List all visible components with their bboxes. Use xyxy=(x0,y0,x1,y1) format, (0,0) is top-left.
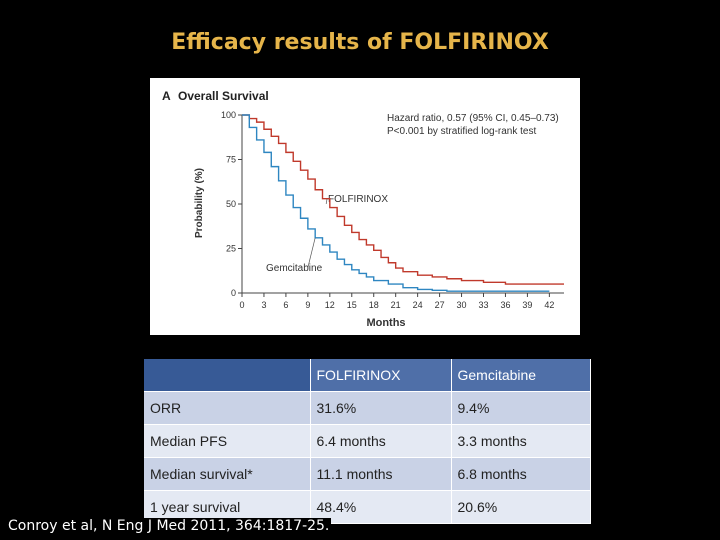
table-row: ORR 31.6% 9.4% xyxy=(144,391,591,425)
series-line-gemcitabine xyxy=(242,114,550,292)
table-cell: 3.3 months xyxy=(451,424,591,458)
log-rank-annotation: P<0.001 by stratified log-rank test xyxy=(387,126,536,137)
x-tick-label: 15 xyxy=(347,300,357,310)
x-tick-label: 18 xyxy=(369,300,379,310)
x-tick-label: 3 xyxy=(261,300,266,310)
table-cell xyxy=(144,359,311,392)
y-tick-label: 100 xyxy=(221,110,236,120)
x-tick-label: 36 xyxy=(500,300,510,310)
y-tick-label: 50 xyxy=(226,199,236,209)
slide-title: Efficacy results of FOLFIRINOX xyxy=(171,30,549,55)
y-tick-label: 25 xyxy=(226,244,236,254)
table-cell: ORR xyxy=(144,391,311,425)
y-tick-label: 75 xyxy=(226,155,236,165)
x-tick-label: 9 xyxy=(305,300,310,310)
x-tick-label: 39 xyxy=(522,300,532,310)
y-tick-label: 0 xyxy=(231,288,236,298)
efficacy-table: FOLFIRINOX Gemcitabine ORR 31.6% 9.4% Median … xyxy=(144,359,591,524)
citation: Conroy et al, N Eng J Med 2011, 364:1817… xyxy=(6,518,332,534)
table-cell: Gemcitabine xyxy=(451,359,591,392)
x-tick-label: 27 xyxy=(435,300,445,310)
chart-series-layer xyxy=(242,114,564,292)
table-cell: 6.8 months xyxy=(451,457,591,491)
hazard-ratio-annotation: Hazard ratio, 0.57 (95% CI, 0.45–0.73) xyxy=(387,113,559,124)
x-tick-label: 12 xyxy=(325,300,335,310)
efficacy-table-body: FOLFIRINOX Gemcitabine ORR 31.6% 9.4% Median … xyxy=(144,359,591,524)
table-cell: Median survival* xyxy=(144,457,311,491)
x-tick-label: 24 xyxy=(413,300,423,310)
series-line-folfirinox xyxy=(242,114,564,285)
chart-panel-letter: A xyxy=(162,89,171,103)
x-tick-label: 0 xyxy=(239,300,244,310)
table-cell: FOLFIRINOX xyxy=(310,359,452,392)
x-tick-label: 6 xyxy=(283,300,288,310)
table-row: Median survival* 11.1 months 6.8 months xyxy=(144,457,591,491)
series-label-gemcitabine: Gemcitabine xyxy=(266,263,323,274)
table-cell: 6.4 months xyxy=(310,424,452,458)
survival-chart-panel: A Overall Survival Hazard ratio, 0.57 (9… xyxy=(150,78,580,335)
survival-chart: A Overall Survival Hazard ratio, 0.57 (9… xyxy=(162,89,564,329)
table-row: Median PFS 6.4 months 3.3 months xyxy=(144,424,591,458)
x-tick-label: 33 xyxy=(478,300,488,310)
x-tick-label: 21 xyxy=(391,300,401,310)
x-axis-label: Months xyxy=(366,317,405,329)
table-cell: 31.6% xyxy=(310,391,452,425)
folfirinox-leader-line xyxy=(325,198,328,205)
gemcitabine-leader-line xyxy=(307,237,316,268)
x-tick-label: 30 xyxy=(457,300,467,310)
y-axis-label: Probability (%) xyxy=(194,168,205,238)
series-label-folfirinox: FOLFIRINOX xyxy=(328,194,388,205)
table-cell: 20.6% xyxy=(451,490,591,524)
x-tick-label: 42 xyxy=(544,300,554,310)
table-header-row: FOLFIRINOX Gemcitabine xyxy=(144,359,591,392)
table-cell: 11.1 months xyxy=(310,457,452,491)
chart-title: Overall Survival xyxy=(178,89,269,103)
table-cell: 48.4% xyxy=(310,490,452,524)
table-cell: 9.4% xyxy=(451,391,591,425)
table-cell: Median PFS xyxy=(144,424,311,458)
